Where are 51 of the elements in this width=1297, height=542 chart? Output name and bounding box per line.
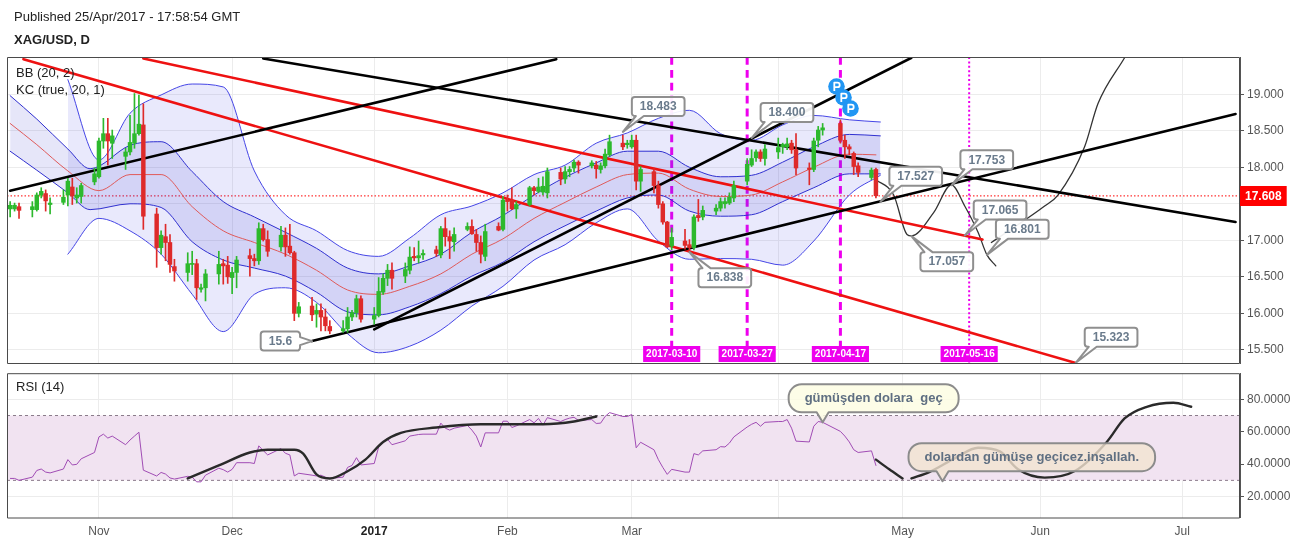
annotation: KC (true, 20, 1) (16, 81, 105, 97)
annotation: 17.065 (981, 202, 1019, 217)
x-tick-label: Jul (1174, 524, 1190, 539)
candlestick (221, 258, 226, 285)
x-tick-label: May (891, 524, 914, 539)
y-tick-label: 17.000 (1247, 232, 1285, 247)
chart-subtitle: Published 25/Apr/2017 - 17:58:54 GMT (14, 8, 241, 24)
annotation: 18.400 (768, 105, 806, 120)
annotation: 17.753 (968, 152, 1006, 167)
candlestick (514, 201, 519, 219)
annotation: dolardan gümüşe geçicez.inşallah. (924, 449, 1140, 465)
candlestick (776, 137, 781, 159)
ref-line-label: 2017-04-17 (814, 348, 867, 360)
line-series (186, 415, 598, 480)
y-tick-label: 19.000 (1247, 86, 1285, 101)
ref-line-label: 2017-05-16 (943, 348, 996, 360)
x-tick-label: Feb (497, 524, 519, 539)
x-tick-label: 2017 (360, 524, 388, 539)
annotation: gümüşden dolara geç (804, 390, 943, 406)
y-tick-label: 20.0000 (1247, 488, 1291, 503)
annotation: 15.323 (1092, 330, 1130, 345)
candlestick (189, 250, 195, 275)
candlestick (807, 162, 812, 186)
x-tick-label: Jun (1030, 524, 1050, 539)
chart-title: XAG/USD, D (14, 31, 90, 47)
annotation: 15.6 (268, 333, 293, 348)
annotation: 17.057 (928, 254, 966, 269)
candlestick (625, 139, 630, 149)
y-tick-label: 80.0000 (1247, 391, 1291, 406)
y-tick-label: 16.000 (1247, 305, 1285, 320)
y-tick-label: 18.500 (1247, 123, 1285, 138)
annotation: 17.527 (897, 169, 935, 184)
ref-line-label: 17.608 (1245, 188, 1283, 203)
annotation: 16.801 (1003, 222, 1041, 237)
chart-title: RSI (14) (16, 378, 65, 394)
y-tick-label: 18.000 (1247, 159, 1285, 174)
y-tick-label: 40.0000 (1247, 456, 1291, 471)
ref-line-label: 2017-03-10 (646, 348, 698, 360)
x-tick-label: Dec (221, 524, 243, 539)
x-tick-label: Nov (88, 524, 110, 539)
candlestick (340, 320, 346, 333)
y-tick-label: 16.500 (1247, 269, 1285, 284)
annotation: 16.838 (706, 270, 744, 285)
y-tick-label: 60.0000 (1247, 424, 1291, 439)
annotation: 18.483 (639, 99, 677, 114)
line-series (67, 79, 881, 257)
y-tick-label: 15.500 (1247, 342, 1285, 357)
candlestick (247, 248, 253, 277)
x-tick-label: Mar (621, 524, 643, 539)
ref-line-label: 2017-03-27 (721, 348, 774, 360)
line-series (9, 122, 877, 295)
